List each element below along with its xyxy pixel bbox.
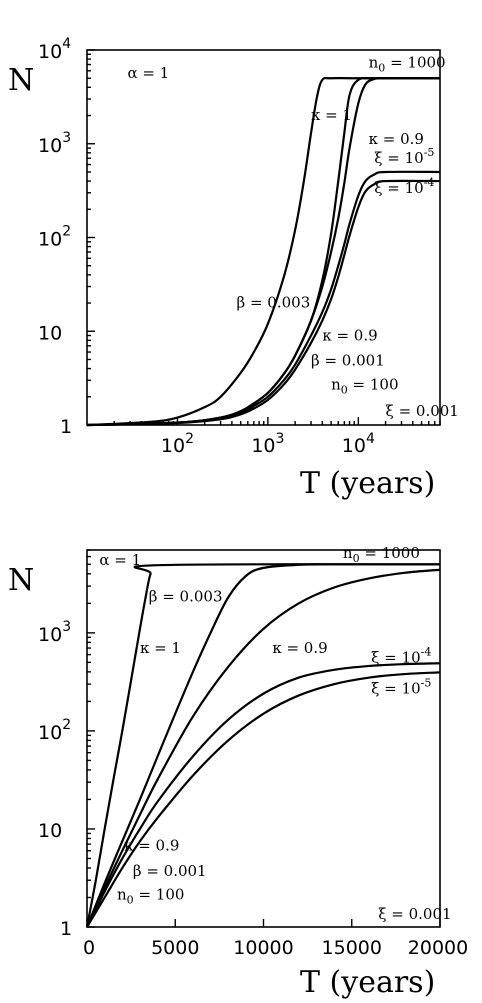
y-tick-label: 1 — [60, 918, 72, 940]
series-line-1 — [85, 563, 441, 928]
annotation-xi-1e-4: ξ = 10-4 — [374, 176, 434, 197]
series-line-1 — [86, 76, 440, 427]
x-tick-label: 103 — [251, 431, 284, 457]
series-line-2 — [85, 563, 441, 928]
series-line-3 — [85, 568, 441, 928]
annotation-n0-100: n0 = 100 — [331, 375, 398, 396]
annotation-kappa-09-top: κ = 0.9 — [272, 639, 327, 657]
y-tick-label: 103 — [38, 619, 71, 646]
annotation-beta-0003: β = 0.003 — [237, 293, 311, 311]
bottom-x-ticks: 0 5000 10000 15000 20000 — [83, 919, 468, 959]
bottom-chart: 0 5000 10000 15000 20000 1 10 102 103 α = 1 n0 =… — [8, 544, 468, 1000]
annotation-xi-1e-5: ξ = 10-5 — [371, 677, 431, 698]
series-line-5 — [86, 179, 441, 427]
bottom-annotations: α = 1 n0 = 1000 β = 0.003 κ = 1 κ = 0.9 ξ = 1… — [99, 544, 451, 923]
y-tick-label: 102 — [38, 717, 71, 744]
top-x-ticks: 102 103 104 — [113, 417, 441, 457]
y-tick-label: 102 — [38, 224, 71, 251]
annotation-n0-1000: n0 = 1000 — [343, 544, 420, 565]
annotation-beta-0001: β = 0.001 — [133, 862, 207, 880]
series-line-4 — [86, 662, 441, 928]
y-tick-label: 10 — [38, 820, 62, 842]
top-x-axis-label: T (years) — [300, 466, 435, 501]
annotation-beta-0001: β = 0.001 — [311, 352, 385, 370]
annotation-alpha: α = 1 — [99, 551, 141, 569]
bottom-y-ticks: 1 10 102 103 — [38, 549, 95, 940]
top-plot-frame — [86, 49, 441, 426]
annotation-xi-1e-4: ξ = 10-4 — [371, 645, 431, 666]
y-tick-label: 1 — [60, 416, 72, 438]
x-tick-label: 0 — [83, 937, 95, 959]
annotation-n0-1000: n0 = 1000 — [369, 54, 446, 75]
annotation-kappa-1: κ = 1 — [311, 106, 352, 124]
x-tick-label: 15000 — [322, 937, 382, 959]
bottom-y-axis-label: N — [8, 563, 34, 598]
series-line-3 — [86, 77, 441, 427]
top-chart: 102 103 104 1 10 102 103 104 α = 1 n0 = 1000 κ =… — [8, 36, 459, 501]
y-tick-label: 103 — [38, 130, 71, 157]
y-tick-label: 104 — [38, 36, 71, 63]
top-y-axis-label: N — [8, 63, 34, 98]
series-line-4 — [86, 170, 441, 427]
annotation-beta-0003: β = 0.003 — [149, 587, 223, 605]
bottom-series-group — [85, 563, 441, 928]
annotation-xi-0001: ξ = 0.001 — [386, 402, 459, 420]
x-tick-label: 5000 — [151, 937, 199, 959]
top-series-group — [86, 76, 441, 427]
annotation-kappa-09-top: κ = 0.9 — [369, 130, 424, 148]
annotation-kappa-09-bottom: κ = 0.9 — [322, 326, 377, 344]
x-tick-label: 10000 — [233, 937, 293, 959]
annotation-kappa-1: κ = 1 — [140, 639, 181, 657]
annotation-alpha: α = 1 — [127, 64, 169, 82]
annotation-kappa-09-bottom: κ = 0.9 — [124, 837, 179, 855]
x-tick-label: 102 — [161, 431, 194, 457]
annotation-xi-1e-5: ξ = 10-5 — [374, 146, 434, 167]
bottom-x-axis-label: T (years) — [300, 965, 435, 1000]
top-y-ticks: 1 10 102 103 104 — [38, 36, 95, 438]
annotation-xi-0001: ξ = 0.001 — [378, 905, 451, 923]
series-line-5 — [86, 671, 441, 928]
x-tick-label: 104 — [342, 431, 375, 457]
y-tick-label: 10 — [38, 322, 62, 344]
annotation-n0-100: n0 = 100 — [117, 886, 184, 907]
x-tick-label: 20000 — [408, 937, 468, 959]
